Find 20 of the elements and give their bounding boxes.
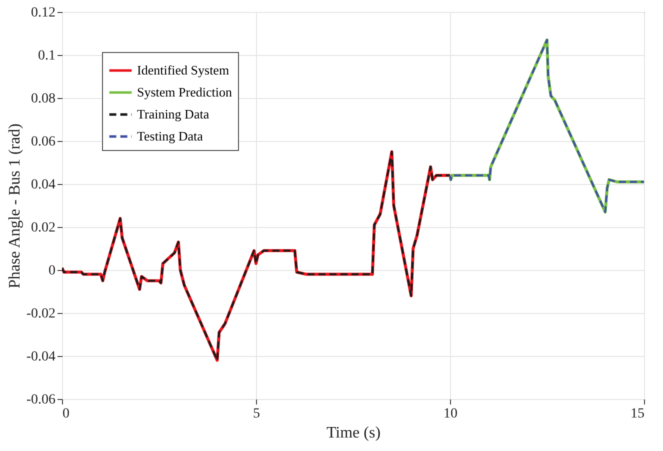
legend-label: System Prediction [137,84,232,100]
y-tick-label: 0.02 [31,220,56,236]
legend-label: Training Data [137,106,210,122]
x-tick-label: 5 [253,406,260,422]
legend-label: Identified System [137,62,230,78]
y-tick-label: 0.12 [31,6,56,20]
y-tick-label: -0.02 [26,306,56,322]
x-axis-title: Time (s) [326,424,381,442]
y-tick-label: 0.06 [31,134,56,150]
x-tick-label: 15 [630,406,644,422]
y-tick-label: 0.04 [31,178,56,192]
y-axis-title: Phase Angle - Bus 1 (rad) [6,124,24,288]
y-tick-label: -0.04 [26,350,56,364]
y-tick-label: -0.06 [26,392,56,408]
y-tick-label: 0.08 [31,92,56,106]
x-tick-label: 0 [62,406,70,422]
x-tick-label: 10 [444,406,458,422]
y-tick-label: 0.1 [38,48,56,64]
y-tick-label: 0 [48,264,56,278]
legend-label: Testing Data [137,128,204,144]
